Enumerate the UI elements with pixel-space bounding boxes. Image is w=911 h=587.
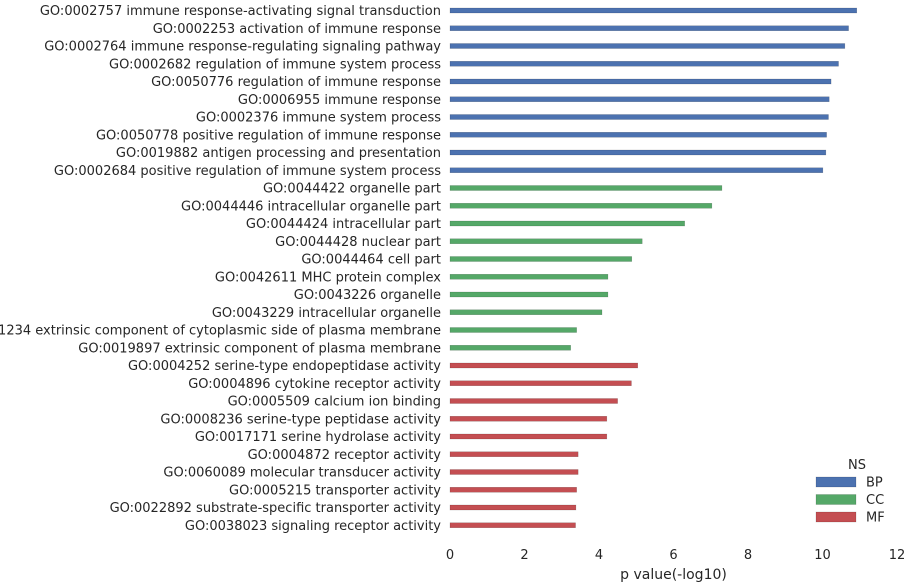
bar-cc-17 <box>449 291 609 298</box>
category-label-18: GO:0043229 intracellular organelle <box>212 306 441 321</box>
category-label-10: GO:0002684 positive regulation of immune… <box>54 164 441 179</box>
bar-mf-22 <box>449 380 632 386</box>
category-label-20: GO:0019897 extrinsic component of plasma… <box>78 341 441 356</box>
category-label-29: GO:0022892 substrate-specific transporte… <box>110 501 442 516</box>
x-tick-label-10: 10 <box>814 548 831 563</box>
legend-title: NS <box>848 458 866 473</box>
legend-label-cc: CC <box>866 493 884 508</box>
category-label-12: GO:0044446 intracellular organelle part <box>181 199 441 214</box>
bar-bp-8 <box>449 132 827 138</box>
category-label-3: GO:0002764 immune response-regulating si… <box>44 40 441 55</box>
bar-cc-20 <box>449 345 571 351</box>
category-label-13: GO:0044424 intracellular part <box>246 217 441 232</box>
bar-cc-15 <box>449 256 633 262</box>
bar-cc-16 <box>449 274 609 280</box>
x-tick-label-12: 12 <box>889 548 906 563</box>
bar-mf-30 <box>449 522 576 528</box>
legend-swatch-cc <box>815 494 857 505</box>
x-tick-label-2: 2 <box>520 548 528 563</box>
category-label-25: GO:0017171 serine hydrolase activity <box>195 430 441 445</box>
bar-cc-19 <box>449 327 577 333</box>
category-labels: GO:0002757 immune response-activating si… <box>0 4 441 534</box>
bar-bp-2 <box>449 25 849 31</box>
bar-cc-14 <box>449 238 643 244</box>
bar-bp-5 <box>449 78 832 85</box>
category-label-14: GO:0044428 nuclear part <box>275 235 441 250</box>
category-label-4: GO:0002682 regulation of immune system p… <box>109 57 441 72</box>
bar-mf-27 <box>449 469 579 475</box>
category-label-16: GO:0042611 MHC protein complex <box>215 270 441 285</box>
bar-mf-21 <box>449 362 638 369</box>
bar-mf-26 <box>449 451 579 457</box>
bar-bp-1 <box>449 7 858 14</box>
category-label-11: GO:0044422 organelle part <box>263 182 441 197</box>
legend: NS BP CC MF <box>815 458 885 526</box>
category-label-19: GO:0031234 extrinsic component of cytopl… <box>0 324 441 339</box>
category-label-7: GO:0002376 immune system process <box>196 111 441 126</box>
category-label-21: GO:0004252 serine-type endopeptidase act… <box>128 359 441 374</box>
category-label-6: GO:0006955 immune response <box>238 93 441 108</box>
category-label-24: GO:0008236 serine-type peptidase activit… <box>160 412 441 427</box>
bar-cc-18 <box>449 309 603 315</box>
legend-swatch-mf <box>815 511 857 523</box>
bar-cc-13 <box>449 220 685 227</box>
bar-cc-12 <box>449 203 713 209</box>
bar-cc-11 <box>449 185 723 191</box>
bar-bp-9 <box>449 149 827 156</box>
bar-mf-25 <box>449 433 608 440</box>
bar-bp-7 <box>449 114 829 120</box>
x-tick-label-8: 8 <box>744 548 752 563</box>
bar-bp-4 <box>449 61 839 67</box>
category-label-1: GO:0002757 immune response-activating si… <box>40 4 441 19</box>
category-label-5: GO:0050776 regulation of immune response <box>151 75 441 90</box>
category-label-30: GO:0038023 signaling receptor activity <box>185 519 441 534</box>
category-label-28: GO:0005215 transporter activity <box>229 483 441 498</box>
legend-label-mf: MF <box>866 511 885 526</box>
category-label-27: GO:0060089 molecular transducer activity <box>163 466 441 481</box>
bar-bp-3 <box>449 43 846 49</box>
legend-swatch-bp <box>815 476 857 488</box>
x-tick-label-4: 4 <box>595 548 603 563</box>
bar-mf-28 <box>449 487 577 493</box>
x-tick-label-6: 6 <box>669 548 677 563</box>
category-label-22: GO:0004896 cytokine receptor activity <box>188 377 441 392</box>
legend-label-bp: BP <box>866 476 883 491</box>
x-tick-label-0: 0 <box>446 548 454 563</box>
bar-bp-6 <box>449 96 830 102</box>
x-axis-ticks: 0 2 4 6 8 10 12 <box>446 548 905 563</box>
bar-mf-24 <box>449 416 608 422</box>
category-label-23: GO:0005509 calcium ion binding <box>228 395 441 410</box>
category-label-2: GO:0002253 activation of immune response <box>153 22 441 37</box>
bar-mf-23 <box>449 398 618 404</box>
bars <box>449 7 858 528</box>
category-label-26: GO:0004872 receptor activity <box>248 448 442 463</box>
x-axis-label: p value(-log10) <box>620 567 727 583</box>
bar-bp-10 <box>449 167 824 173</box>
category-label-17: GO:0043226 organelle <box>294 288 441 303</box>
category-label-15: GO:0044464 cell part <box>301 253 441 268</box>
category-label-9: GO:0019882 antigen processing and presen… <box>116 146 441 161</box>
category-label-8: GO:0050778 positive regulation of immune… <box>96 128 441 143</box>
bar-mf-29 <box>449 504 577 511</box>
